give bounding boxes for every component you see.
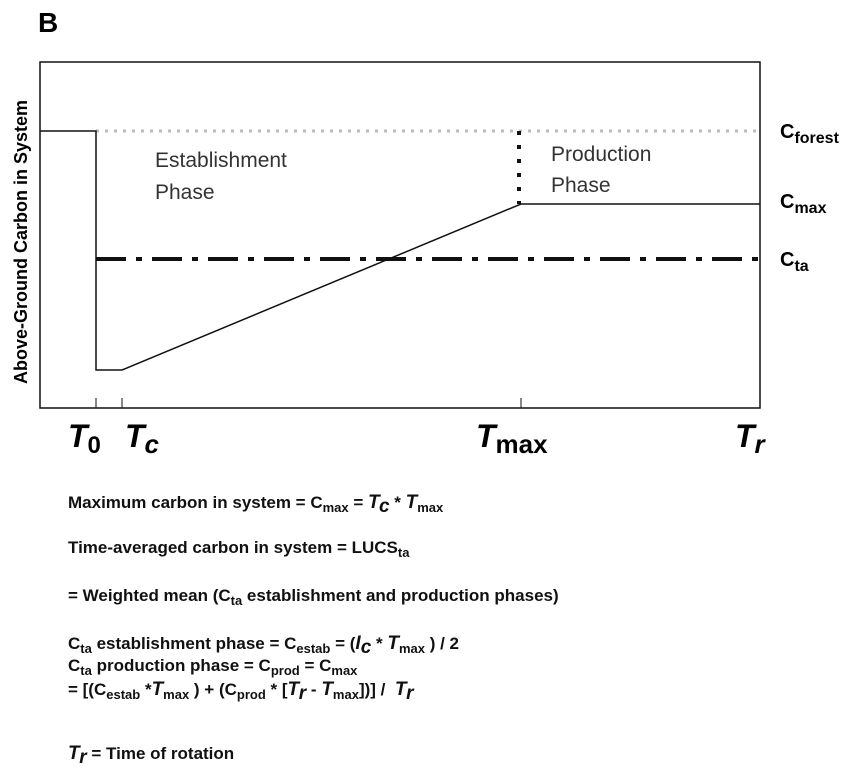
text-part: T	[287, 679, 299, 700]
time-label: Tr	[735, 418, 767, 459]
level-label: Cmax	[780, 191, 827, 217]
text-part: = [(C	[68, 680, 107, 699]
text-part: *	[389, 493, 406, 512]
text-part: max	[332, 687, 359, 702]
diagram: B Above-Ground Carbon in System Establis…	[11, 7, 840, 459]
text-part: T	[405, 492, 418, 513]
text-part: Time-averaged carbon in system = LUCS	[68, 538, 398, 557]
text-part: prod	[236, 687, 266, 702]
text-part: C	[68, 634, 81, 653]
formula: Cta production phase = Cprod = Cmax	[68, 656, 358, 678]
text-part: =	[348, 493, 369, 512]
text-part: T	[394, 679, 407, 700]
formula: = Weighted mean (Cta establishment and p…	[68, 586, 559, 608]
y-axis-label: Above-Ground Carbon in System	[11, 100, 31, 384]
formula: Maximum carbon in system = Cmax = Tc * T…	[68, 492, 444, 517]
text-part: max	[322, 500, 349, 515]
text-part: ta	[80, 663, 92, 678]
carbon-curve	[40, 130, 760, 371]
phase-label: Establishment	[155, 149, 287, 172]
text-part: c	[360, 637, 372, 658]
text-part: = (	[330, 634, 356, 653]
text-part: max	[163, 687, 190, 702]
text-part: C	[780, 249, 794, 271]
text-part: max	[331, 663, 358, 678]
frame	[39, 61, 761, 409]
text-part: ) / 2	[424, 634, 459, 653]
text-part: establishment and production phases)	[242, 586, 559, 605]
text-part: *	[371, 634, 388, 653]
text-part: T	[125, 418, 147, 454]
formula: Time-averaged carbon in system = LUCSta	[68, 538, 410, 560]
text-part: T	[735, 418, 757, 454]
panel-label: B	[38, 7, 58, 38]
text-part: I	[355, 633, 361, 654]
text-part: r	[79, 747, 87, 768]
text-part: -	[306, 680, 322, 699]
text-part: forest	[794, 130, 839, 147]
text-part: r	[755, 429, 767, 459]
text-part: max	[794, 200, 826, 217]
text-part: establishment phase = C	[91, 634, 297, 653]
text-part: = C	[299, 656, 332, 675]
text-part: ta	[80, 641, 92, 656]
text-part: max	[496, 429, 549, 459]
text-part: T	[151, 679, 164, 700]
text-part: T	[68, 743, 80, 764]
phase-label: Phase	[551, 174, 611, 197]
level-label: Cta	[780, 249, 809, 275]
text-part: T	[476, 418, 498, 454]
text-part: T	[68, 418, 90, 454]
text-part: estab	[106, 687, 141, 702]
text-part: C	[780, 191, 794, 213]
text-part: ])] /	[358, 680, 395, 699]
text-part: max	[417, 500, 444, 515]
text-part: C	[68, 656, 81, 675]
text-part: C	[780, 121, 794, 143]
text-part: 0	[88, 432, 101, 459]
text-part: r	[298, 683, 307, 704]
text-part: prod	[270, 663, 300, 678]
text-part: T	[387, 633, 399, 654]
text-part: estab	[296, 641, 331, 656]
text-part: ta	[397, 545, 410, 560]
level-label: Cforest	[780, 121, 840, 147]
text-part: ) + (C	[189, 680, 237, 699]
text-part: T	[321, 679, 333, 700]
time-label: T0	[68, 418, 101, 459]
text-part: c	[145, 429, 160, 459]
text-part: production phase = C	[91, 656, 271, 675]
time-label: Tc	[125, 418, 160, 459]
text-part: r	[406, 683, 414, 704]
phase-label: Phase	[155, 181, 215, 204]
text-part: Maximum carbon in system =	[68, 493, 311, 512]
formula: = [(Cestab *Tmax ) + (Cprod * [Tr - Tmax…	[68, 679, 414, 704]
text-part: = Time of rotation	[86, 744, 235, 763]
time-label: Tmax	[476, 418, 548, 459]
text-part: ta	[230, 593, 243, 608]
text-part: ta	[794, 258, 808, 275]
formula: Cta establishment phase = Cestab = (Ic *…	[68, 633, 459, 658]
text-part: = Weighted mean (C	[68, 586, 231, 605]
formula: Tr = Time of rotation	[68, 743, 235, 768]
text-part: C	[310, 493, 323, 512]
text-part: * [	[265, 680, 288, 699]
text-part: c	[378, 496, 390, 517]
text-part: T	[368, 492, 379, 513]
phase-label: Production	[551, 143, 651, 166]
text-part: max	[398, 641, 425, 656]
text-part: *	[140, 680, 152, 699]
